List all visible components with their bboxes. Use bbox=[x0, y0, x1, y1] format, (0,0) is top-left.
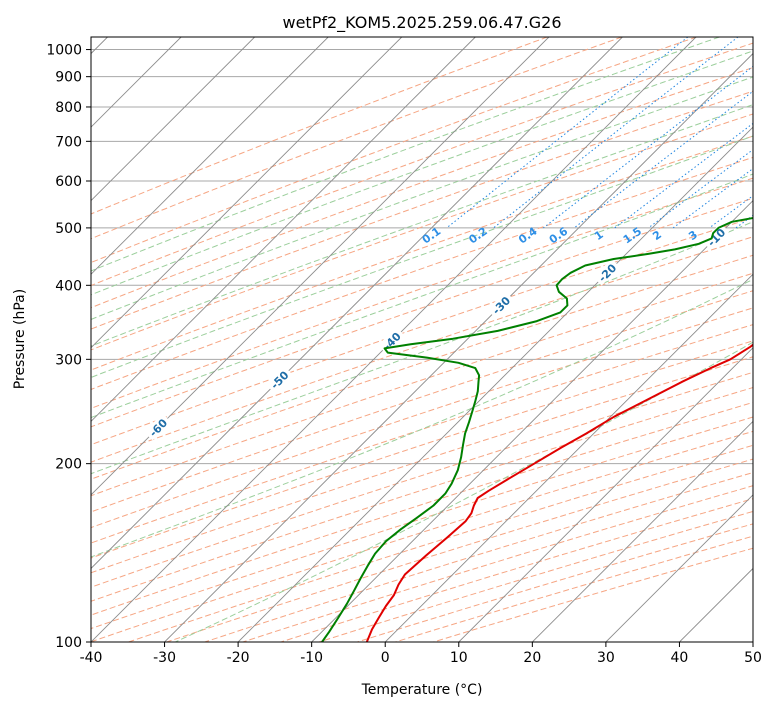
isotherm-label-bg bbox=[265, 365, 293, 393]
y-tick-label: 600 bbox=[55, 174, 82, 190]
isotherm-line bbox=[605, 494, 753, 642]
y-tick-label: 900 bbox=[55, 70, 82, 86]
y-tick-label: 300 bbox=[55, 352, 82, 368]
dry-adiabat-line bbox=[91, 37, 623, 240]
isotherm-line bbox=[91, 37, 255, 202]
dry-adiabat-line bbox=[91, 236, 753, 463]
isotherm-line bbox=[164, 52, 753, 642]
dry-adiabat-line bbox=[91, 90, 753, 330]
y-axis: 100 200 300 400 500 600 700 800 900 1000 bbox=[46, 43, 91, 651]
moist-adiabat-line bbox=[91, 76, 753, 320]
x-tick-label: 30 bbox=[597, 650, 615, 666]
isotherm-line bbox=[91, 37, 403, 349]
x-axis-title: Temperature (°C) bbox=[361, 682, 483, 698]
isotherm-line bbox=[91, 37, 476, 422]
isotherm-label: -70 bbox=[20, 464, 47, 491]
x-tick-label: -10 bbox=[300, 650, 323, 666]
isotherm-label-bg bbox=[702, 223, 730, 251]
dry-adiabat-line bbox=[91, 197, 753, 428]
mixing-ratio-line bbox=[543, 65, 753, 229]
isotherm-line bbox=[91, 37, 329, 275]
dry-adiabat-line bbox=[91, 113, 753, 351]
isotherm-line bbox=[384, 273, 753, 642]
isotherm-label-bg bbox=[593, 258, 621, 286]
chart-title: wetPf2_KOM5.2025.259.06.47.G26 bbox=[282, 13, 561, 33]
isotherm-label-bg bbox=[144, 413, 171, 441]
dry-adiabat-line bbox=[91, 387, 753, 602]
dry-adiabat-line bbox=[91, 371, 753, 588]
dry-adiabat-line bbox=[91, 340, 753, 559]
isotherm-label-bg bbox=[20, 464, 47, 491]
dry-adiabat-line bbox=[91, 37, 697, 264]
isotherm-line bbox=[311, 200, 753, 642]
isotherm-label-bg bbox=[377, 326, 405, 354]
x-tick-label: 10 bbox=[450, 650, 468, 666]
profiles bbox=[321, 216, 753, 642]
x-tick-label: 0 bbox=[381, 650, 390, 666]
y-tick-label: 400 bbox=[55, 278, 82, 294]
isotherm-line bbox=[752, 641, 753, 642]
mixing-ratio-line bbox=[672, 167, 753, 229]
moist-adiabat-line bbox=[91, 37, 720, 272]
x-tick-label: 50 bbox=[744, 650, 762, 666]
x-tick-label: -40 bbox=[80, 650, 103, 666]
isotherm-line bbox=[532, 420, 753, 642]
y-tick-label: 800 bbox=[55, 100, 82, 116]
x-tick-label: -30 bbox=[153, 650, 176, 666]
y-tick-label: 100 bbox=[55, 635, 82, 651]
x-axis: -40 -30 -20 -10 0 10 20 30 40 50 bbox=[80, 642, 762, 666]
y-tick-label: 1000 bbox=[46, 43, 82, 59]
temperature-profile bbox=[365, 343, 753, 642]
x-tick-label: 20 bbox=[523, 650, 541, 666]
dry-adiabat-line bbox=[91, 290, 753, 513]
isotherm-line bbox=[91, 37, 550, 496]
dry-adiabat-line bbox=[91, 324, 753, 544]
x-tick-label: 40 bbox=[671, 650, 689, 666]
y-tick-label: 500 bbox=[55, 221, 82, 237]
dewpoint-profile bbox=[321, 216, 753, 642]
dry-adiabat-line bbox=[91, 42, 753, 287]
plot-frame bbox=[90, 36, 754, 643]
isotherm-line bbox=[458, 347, 753, 642]
mixing-ratio-line bbox=[573, 90, 753, 229]
y-tick-label: 200 bbox=[55, 457, 82, 473]
plot-background bbox=[91, 37, 753, 642]
moist-adiabat-line bbox=[91, 173, 753, 419]
isotherm-label-bg bbox=[487, 291, 514, 319]
isotherm-line bbox=[91, 37, 623, 570]
y-axis-title: Pressure (hPa) bbox=[12, 289, 28, 389]
x-tick-label: -20 bbox=[227, 650, 250, 666]
isotherm-line bbox=[237, 126, 753, 642]
dry-adiabat-line bbox=[91, 135, 753, 371]
dry-adiabat-line bbox=[91, 177, 753, 409]
guide-lines bbox=[91, 37, 753, 642]
y-tick-label: 700 bbox=[55, 134, 82, 150]
dry-adiabat-line bbox=[91, 254, 753, 480]
moist-adiabat-line bbox=[91, 50, 753, 296]
mixing-ratio-line bbox=[493, 37, 739, 229]
isotherm-label-text: -70 bbox=[23, 467, 46, 490]
moist-adiabat-line bbox=[91, 278, 753, 558]
